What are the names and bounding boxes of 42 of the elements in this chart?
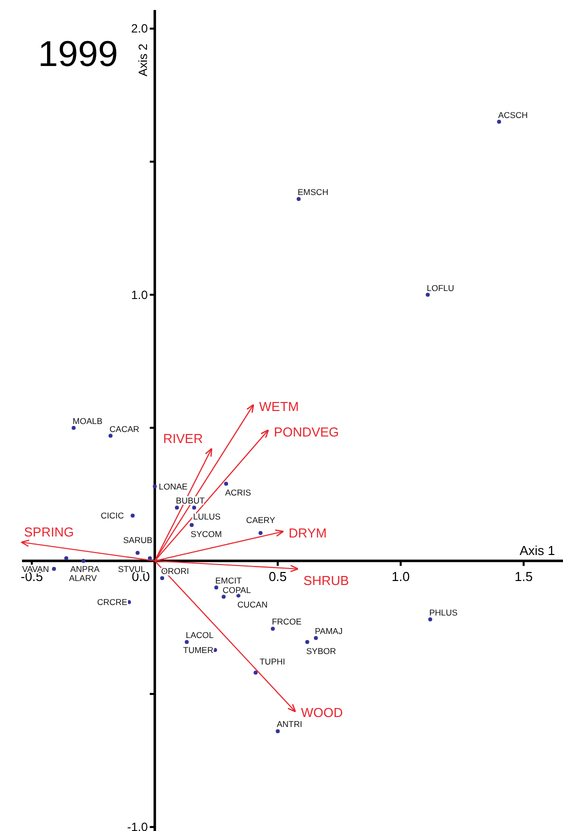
annotation: COPAL	[222, 584, 252, 595]
annotation: CICIC	[100, 510, 124, 521]
annotation: LACOL	[186, 630, 214, 640]
annotation: ANTRI	[276, 719, 302, 730]
annotation: CRCRE	[97, 597, 128, 608]
annotation: TUMER	[183, 645, 214, 656]
annotation: EMCIT	[215, 575, 242, 586]
annotation: PHLUS	[429, 607, 458, 618]
y-tick-label: 1.0	[131, 288, 148, 302]
annotation: ANPRA	[70, 564, 100, 574]
series-label: SPRING	[24, 524, 74, 540]
annotation: ALARV	[69, 572, 98, 583]
annotation: ACRIS	[225, 488, 252, 498]
x-axis-title: Axis 1	[520, 542, 555, 558]
annotation: PAMAJ	[314, 626, 343, 636]
annotation: SYCOM	[190, 528, 222, 539]
annotation: EMSCH	[298, 186, 328, 197]
annotation: CACAR	[110, 424, 140, 434]
x-tick-label: 1.0	[392, 568, 410, 584]
annotation: ACSCH	[498, 110, 528, 120]
x-tick-label: 0.5	[268, 568, 287, 584]
series-label: WOOD	[300, 705, 343, 720]
annotation: LOFLU	[426, 282, 454, 293]
y-tick-label: 2.0	[131, 22, 148, 36]
annotation: MOALB	[72, 416, 103, 426]
series-label: RIVER	[163, 431, 203, 446]
series-label: SHRUB	[303, 572, 349, 588]
series-label: DRYM	[288, 526, 327, 541]
annotation: CAERY	[246, 514, 276, 525]
annotation: FRCOE	[272, 616, 302, 627]
annotation: SARUB	[123, 534, 153, 545]
annotation: LULUS	[193, 512, 221, 522]
annotation: SYBOR	[306, 646, 336, 656]
annotation: TUPHI	[260, 656, 286, 667]
y-tick-label: -1.0	[127, 820, 148, 831]
x-tick-label: 1.5	[514, 568, 533, 584]
text: 1999	[38, 33, 118, 74]
series-label: WETM	[259, 399, 299, 414]
series-label: PONDVEG	[274, 424, 339, 440]
annotation: LONAE	[158, 481, 188, 492]
y-axis-title: Axis 2	[136, 43, 150, 76]
annotation: CUCAN	[237, 599, 268, 610]
